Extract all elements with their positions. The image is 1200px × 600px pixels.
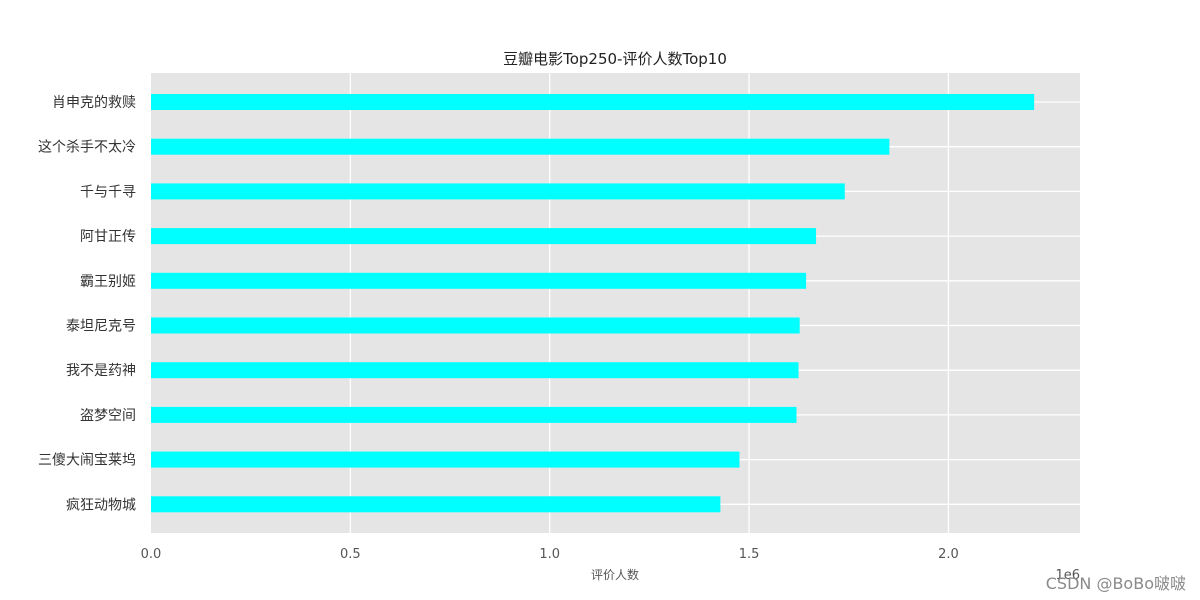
watermark: CSDN @BoBo啵啵 [1045, 574, 1186, 593]
bar [151, 94, 1035, 110]
category-label: 这个杀手不太冷 [38, 139, 136, 156]
x-tick-label: 0.0 [141, 547, 162, 562]
category-label: 霸王别姬 [80, 274, 136, 290]
bar [151, 183, 845, 200]
category-label: 盗梦空间 [80, 408, 136, 424]
bar [151, 317, 800, 334]
category-label: 疯狂动物城 [66, 497, 136, 513]
bar [151, 362, 799, 379]
category-label: 千与千寻 [80, 184, 136, 200]
category-label: 三傻大闹宝莱坞 [38, 453, 136, 469]
bar [151, 272, 807, 289]
chart-title: 豆瓣电影Top250-评价人数Top10 [503, 50, 727, 68]
bars [151, 94, 1035, 513]
category-label: 阿甘正传 [80, 229, 136, 245]
bar [151, 228, 817, 245]
bar [151, 451, 740, 468]
bar [151, 406, 797, 423]
category-labels: 肖申克的救赎这个杀手不太冷千与千寻阿甘正传霸王别姬泰坦尼克号我不是药神盗梦空间三… [38, 94, 136, 513]
x-tick-label: 1.0 [539, 547, 560, 562]
x-axis-label: 评价人数 [591, 567, 639, 582]
x-tick-label: 0.5 [340, 547, 361, 562]
x-tick-label: 2.0 [938, 547, 959, 562]
bar [151, 496, 721, 513]
bar [151, 138, 890, 155]
category-label: 我不是药神 [66, 363, 136, 379]
category-label: 泰坦尼克号 [66, 319, 136, 335]
x-tick-labels: 0.0 0.5 1.0 1.5 2.0 [141, 547, 959, 562]
x-tick-label: 1.5 [739, 547, 760, 562]
x-axis-offset-label: 1e6 [1055, 568, 1080, 583]
category-label: 肖申克的救赎 [52, 94, 136, 111]
